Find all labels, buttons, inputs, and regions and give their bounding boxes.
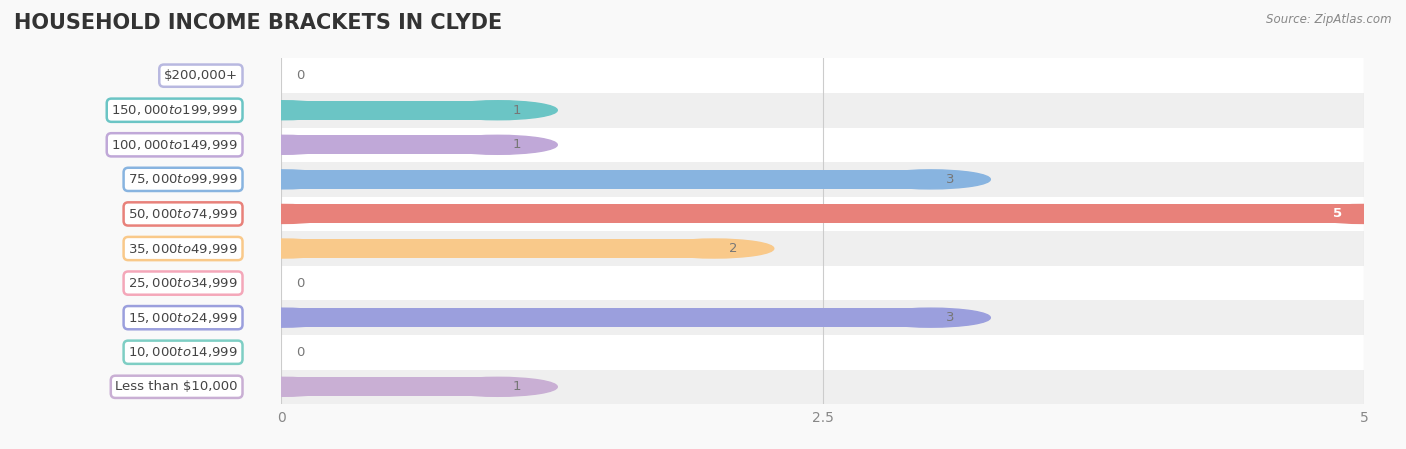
Bar — [0, 300, 1406, 335]
Circle shape — [222, 170, 340, 189]
Circle shape — [439, 135, 557, 154]
Text: $35,000 to $49,999: $35,000 to $49,999 — [128, 242, 238, 255]
Text: Source: ZipAtlas.com: Source: ZipAtlas.com — [1267, 13, 1392, 26]
Bar — [281, 170, 931, 189]
Circle shape — [872, 170, 990, 189]
Circle shape — [655, 239, 773, 258]
Text: 0: 0 — [297, 346, 305, 359]
Bar — [0, 128, 1406, 162]
Bar — [281, 308, 931, 327]
Circle shape — [439, 377, 557, 396]
Text: 1: 1 — [513, 104, 522, 117]
Text: 0: 0 — [297, 69, 305, 82]
Circle shape — [222, 135, 340, 154]
Bar — [281, 204, 1364, 224]
Circle shape — [222, 239, 340, 258]
Bar — [0, 335, 1406, 370]
Bar — [281, 239, 714, 258]
Text: 3: 3 — [946, 173, 955, 186]
Bar — [0, 93, 1406, 128]
Circle shape — [222, 308, 340, 327]
Bar — [0, 231, 1406, 266]
Circle shape — [222, 101, 340, 120]
Text: Less than $10,000: Less than $10,000 — [115, 380, 238, 393]
Text: 2: 2 — [730, 242, 738, 255]
Circle shape — [222, 204, 340, 224]
Circle shape — [222, 377, 340, 396]
Text: 1: 1 — [513, 138, 522, 151]
Bar — [0, 370, 1406, 404]
Text: HOUSEHOLD INCOME BRACKETS IN CLYDE: HOUSEHOLD INCOME BRACKETS IN CLYDE — [14, 13, 502, 34]
Bar — [0, 162, 1406, 197]
Text: $75,000 to $99,999: $75,000 to $99,999 — [128, 172, 238, 186]
Bar — [281, 101, 498, 120]
Text: 5: 5 — [1333, 207, 1343, 220]
Text: 3: 3 — [946, 311, 955, 324]
Text: 1: 1 — [513, 380, 522, 393]
Text: $150,000 to $199,999: $150,000 to $199,999 — [111, 103, 238, 117]
Text: $100,000 to $149,999: $100,000 to $149,999 — [111, 138, 238, 152]
Bar — [281, 135, 498, 154]
Bar — [0, 266, 1406, 300]
Bar — [281, 377, 498, 396]
Bar — [0, 197, 1406, 231]
Circle shape — [872, 308, 990, 327]
Text: $200,000+: $200,000+ — [165, 69, 238, 82]
Text: $50,000 to $74,999: $50,000 to $74,999 — [128, 207, 238, 221]
Circle shape — [1305, 204, 1406, 224]
Text: $15,000 to $24,999: $15,000 to $24,999 — [128, 311, 238, 325]
Circle shape — [439, 101, 557, 120]
Bar — [0, 58, 1406, 93]
Text: $10,000 to $14,999: $10,000 to $14,999 — [128, 345, 238, 359]
Text: $25,000 to $34,999: $25,000 to $34,999 — [128, 276, 238, 290]
Text: 0: 0 — [297, 277, 305, 290]
